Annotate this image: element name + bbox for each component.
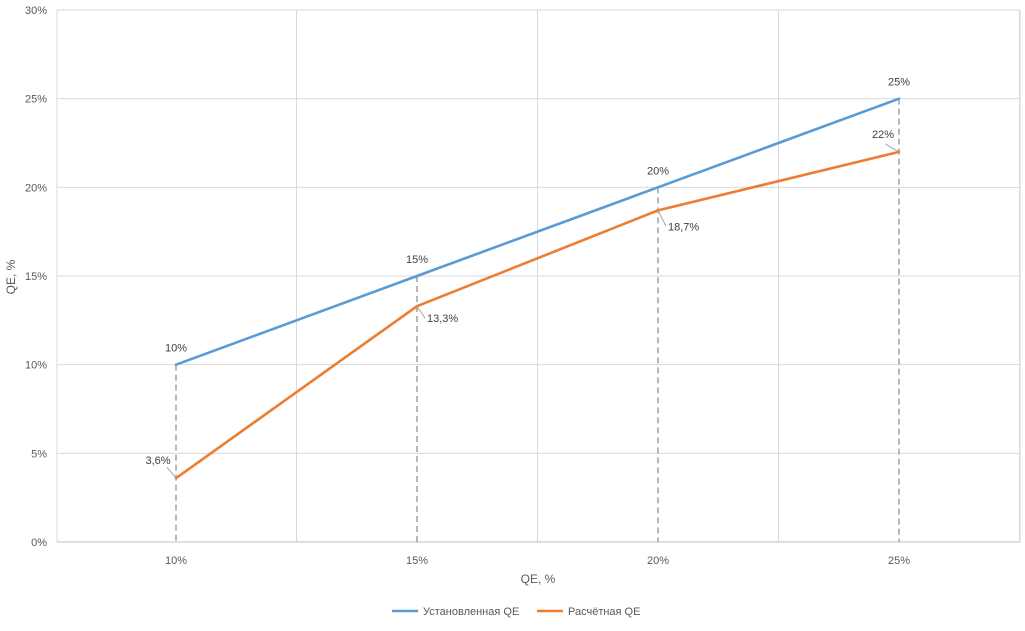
data-label-series-1: 20%	[647, 165, 669, 177]
data-label-leader	[166, 466, 177, 479]
y-tick-label: 15%	[25, 271, 47, 283]
x-tick-label: 15%	[406, 555, 428, 567]
y-tick-label: 25%	[25, 94, 47, 106]
legend: Установленная QE Расчётная QE	[392, 606, 640, 618]
x-tick-label: 20%	[647, 555, 669, 567]
y-axis-title: QE, %	[4, 259, 18, 294]
y-tick-label: 20%	[25, 182, 47, 194]
x-axis-title: QE, %	[521, 572, 556, 586]
y-tick-label: 0%	[31, 537, 47, 549]
legend-label-2: Расчётная QE	[568, 606, 640, 618]
data-label-series-1: 15%	[406, 254, 428, 266]
drop-lines	[175, 98, 900, 542]
y-tick-label: 30%	[25, 5, 47, 17]
grid	[56, 9, 1021, 542]
data-label-series-2: 3,6%	[145, 455, 170, 467]
data-label-series-1: 25%	[888, 77, 910, 89]
data-labels: 10% 15% 20% 25% 3,6% 13,3% 18,7% 22%	[145, 77, 910, 479]
legend-label-1: Установленная QE	[423, 606, 519, 618]
data-label-leader	[884, 143, 900, 153]
data-label-series-2: 18,7%	[668, 221, 699, 233]
x-tick-label: 25%	[888, 555, 910, 567]
data-label-leader	[416, 305, 426, 319]
y-tick-label: 5%	[31, 448, 47, 460]
series-line-2	[174, 150, 901, 480]
data-label-series-1: 10%	[165, 343, 187, 355]
data-label-series-2: 13,3%	[427, 313, 458, 325]
axes: 0% 5% 10% 15% 20% 25% 30% 10% 15% 20% 25%	[25, 5, 1020, 567]
data-label-series-2: 22%	[872, 129, 894, 141]
series-lines	[174, 97, 901, 480]
data-label-leader	[657, 210, 667, 227]
series-line-1	[174, 97, 901, 366]
y-tick-label: 10%	[25, 360, 47, 372]
x-tick-label: 10%	[165, 555, 187, 567]
